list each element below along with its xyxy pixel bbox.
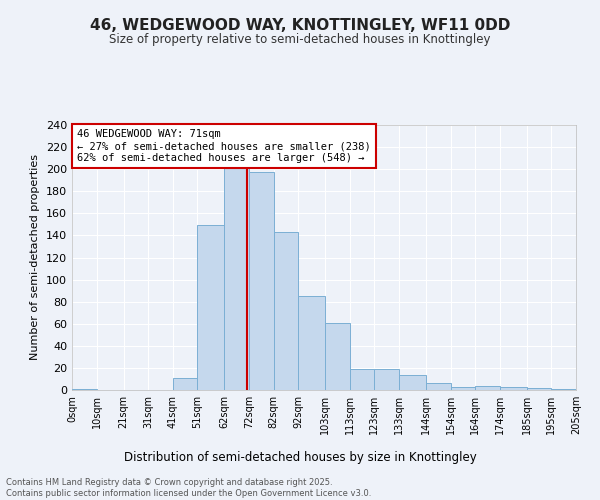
Bar <box>399 374 426 390</box>
Text: Size of property relative to semi-detached houses in Knottingley: Size of property relative to semi-detach… <box>109 32 491 46</box>
Bar <box>72 389 97 390</box>
Bar <box>426 384 451 390</box>
Bar <box>500 386 527 390</box>
Bar <box>325 322 350 390</box>
Bar <box>350 369 374 390</box>
Bar <box>274 232 298 390</box>
Bar <box>451 386 475 390</box>
Bar <box>551 389 576 390</box>
Bar <box>173 378 197 390</box>
Bar <box>197 226 224 390</box>
Bar <box>374 369 399 390</box>
Bar <box>298 296 325 390</box>
Text: Distribution of semi-detached houses by size in Knottingley: Distribution of semi-detached houses by … <box>124 451 476 464</box>
Bar <box>527 388 551 390</box>
Bar <box>249 172 274 390</box>
Text: 46, WEDGEWOOD WAY, KNOTTINGLEY, WF11 0DD: 46, WEDGEWOOD WAY, KNOTTINGLEY, WF11 0DD <box>90 18 510 32</box>
Y-axis label: Number of semi-detached properties: Number of semi-detached properties <box>31 154 40 360</box>
Text: 46 WEDGEWOOD WAY: 71sqm
← 27% of semi-detached houses are smaller (238)
62% of s: 46 WEDGEWOOD WAY: 71sqm ← 27% of semi-de… <box>77 130 371 162</box>
Bar <box>224 168 249 390</box>
Bar <box>475 386 500 390</box>
Text: Contains HM Land Registry data © Crown copyright and database right 2025.
Contai: Contains HM Land Registry data © Crown c… <box>6 478 371 498</box>
